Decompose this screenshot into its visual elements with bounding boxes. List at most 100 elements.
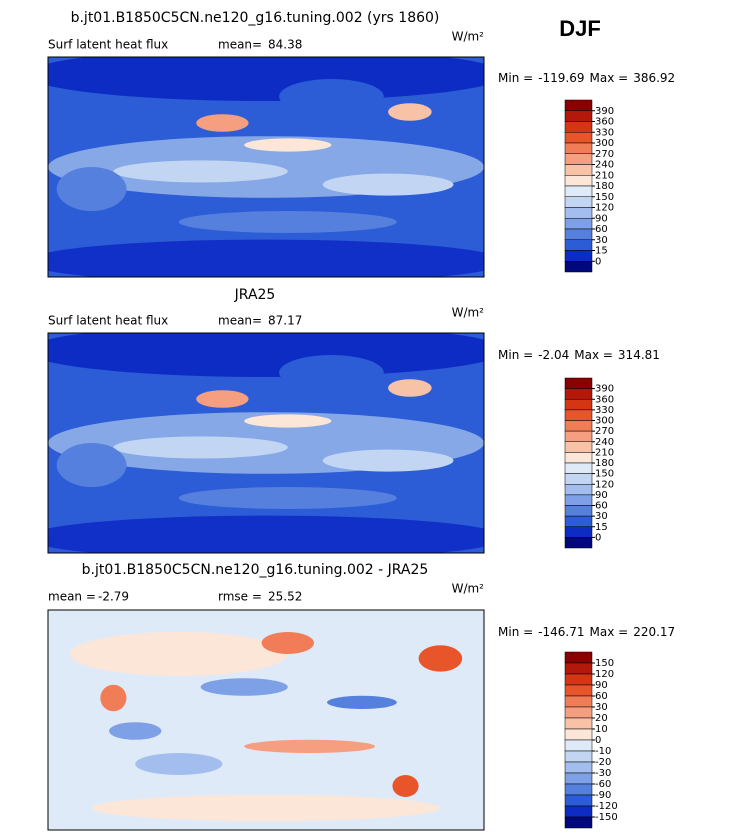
colorbar-box (564, 164, 593, 176)
colorbar-label: 0 (595, 735, 601, 746)
units: W/m² (452, 30, 485, 44)
map-frame (47, 56, 485, 278)
colorbar-label: 210 (595, 447, 614, 458)
stat-label: rmse = (218, 590, 262, 604)
stat-value: -2.79 (98, 590, 129, 604)
colorbar-box (564, 142, 593, 154)
colorbar-box (564, 484, 593, 496)
map-field (109, 722, 162, 740)
colorbar-box (564, 388, 593, 400)
colorbar-box (564, 420, 593, 432)
map-field (135, 753, 223, 775)
colorbar-box (564, 662, 593, 675)
colorbar-label: 10 (595, 724, 608, 735)
map-field (322, 449, 454, 472)
colorbar-box (564, 228, 593, 240)
colorbar-label: 270 (595, 149, 614, 160)
colorbar-label: 90 (595, 213, 608, 224)
colorbar-box (564, 110, 593, 122)
map (48, 610, 484, 830)
max-value: 220.17 (633, 625, 675, 639)
map-field (113, 160, 288, 183)
colorbar-box (564, 816, 593, 829)
colorbar-label: 390 (595, 384, 614, 395)
colorbar-box (564, 185, 593, 197)
colorbar-label: 60 (595, 224, 608, 235)
colorbar-box (564, 452, 593, 464)
colorbar-box (564, 430, 593, 442)
colorbar-box (564, 706, 593, 719)
colorbar-label: 240 (595, 437, 614, 448)
colorbar-label: 210 (595, 170, 614, 181)
colorbar-box (564, 409, 593, 421)
colorbar-label: 330 (595, 405, 614, 416)
colorbar-label: -150 (595, 812, 618, 823)
colorbar-box (564, 739, 593, 752)
stat-label: mean = (48, 590, 96, 604)
colorbar-label: 240 (595, 160, 614, 171)
min-value: -2.04 (538, 348, 569, 362)
map-field (56, 443, 127, 487)
map-frame (47, 609, 485, 831)
min-label: Min = (498, 348, 533, 362)
colorbar-box (564, 175, 593, 187)
max-label: Max = (590, 625, 629, 639)
map-field (244, 739, 375, 754)
min-value: -146.71 (538, 625, 584, 639)
colorbar-box (564, 99, 593, 111)
colorbar-box (564, 399, 593, 411)
map-field (244, 414, 332, 428)
max-label: Max = (590, 71, 629, 85)
colorbar-box (564, 261, 593, 273)
season-label: DJF (559, 16, 601, 41)
colorbar-label: 180 (595, 181, 614, 192)
map-frame (47, 332, 485, 554)
colorbar-label: 150 (595, 469, 614, 480)
colorbar-label: -20 (595, 757, 611, 768)
colorbar-box (564, 218, 593, 230)
panel-title: b.jt01.B1850C5CN.ne120_g16.tuning.002 (y… (71, 10, 440, 26)
colorbar-box (564, 750, 593, 763)
colorbar-box (564, 783, 593, 796)
colorbar-box (564, 717, 593, 730)
colorbar-label: 0 (595, 256, 601, 267)
colorbar-label: 300 (595, 138, 614, 149)
colorbar-label: 390 (595, 106, 614, 117)
colorbar-label: -120 (595, 801, 618, 812)
colorbar-label: 60 (595, 691, 608, 702)
map-field (388, 103, 432, 121)
min-label: Min = (498, 625, 533, 639)
colorbar-label: 120 (595, 669, 614, 680)
colorbar-label: 300 (595, 416, 614, 427)
colorbar-box (564, 651, 593, 664)
map-field (69, 632, 288, 676)
colorbar-box (564, 537, 593, 549)
colorbar-box (564, 132, 593, 144)
stat-label: mean= (218, 38, 262, 52)
colorbar-box (564, 794, 593, 807)
colorbar-label: 120 (595, 479, 614, 490)
colorbar-label: 20 (595, 713, 608, 724)
colorbar-label: 0 (595, 532, 601, 543)
colorbar-label: 15 (595, 522, 608, 533)
map-field (388, 379, 432, 397)
colorbar-box (564, 250, 593, 262)
min-max: Min = -2.04 Max = 314.81 (498, 348, 660, 362)
colorbar-label: -60 (595, 779, 611, 790)
map-field (113, 436, 288, 459)
map-field (48, 239, 484, 277)
colorbar-box (564, 239, 593, 251)
colorbar-label: 30 (595, 235, 608, 246)
stat-value: 25.52 (268, 590, 302, 604)
max-value: 386.92 (633, 71, 675, 85)
colorbar-box (564, 505, 593, 517)
map-field (392, 775, 419, 797)
colorbar-label: 15 (595, 246, 608, 257)
colorbar-label: 90 (595, 680, 608, 691)
stat-label: mean= (218, 314, 262, 328)
map (48, 57, 484, 277)
colorbar-box (564, 684, 593, 697)
map-field (200, 678, 288, 696)
map-field (279, 355, 384, 391)
